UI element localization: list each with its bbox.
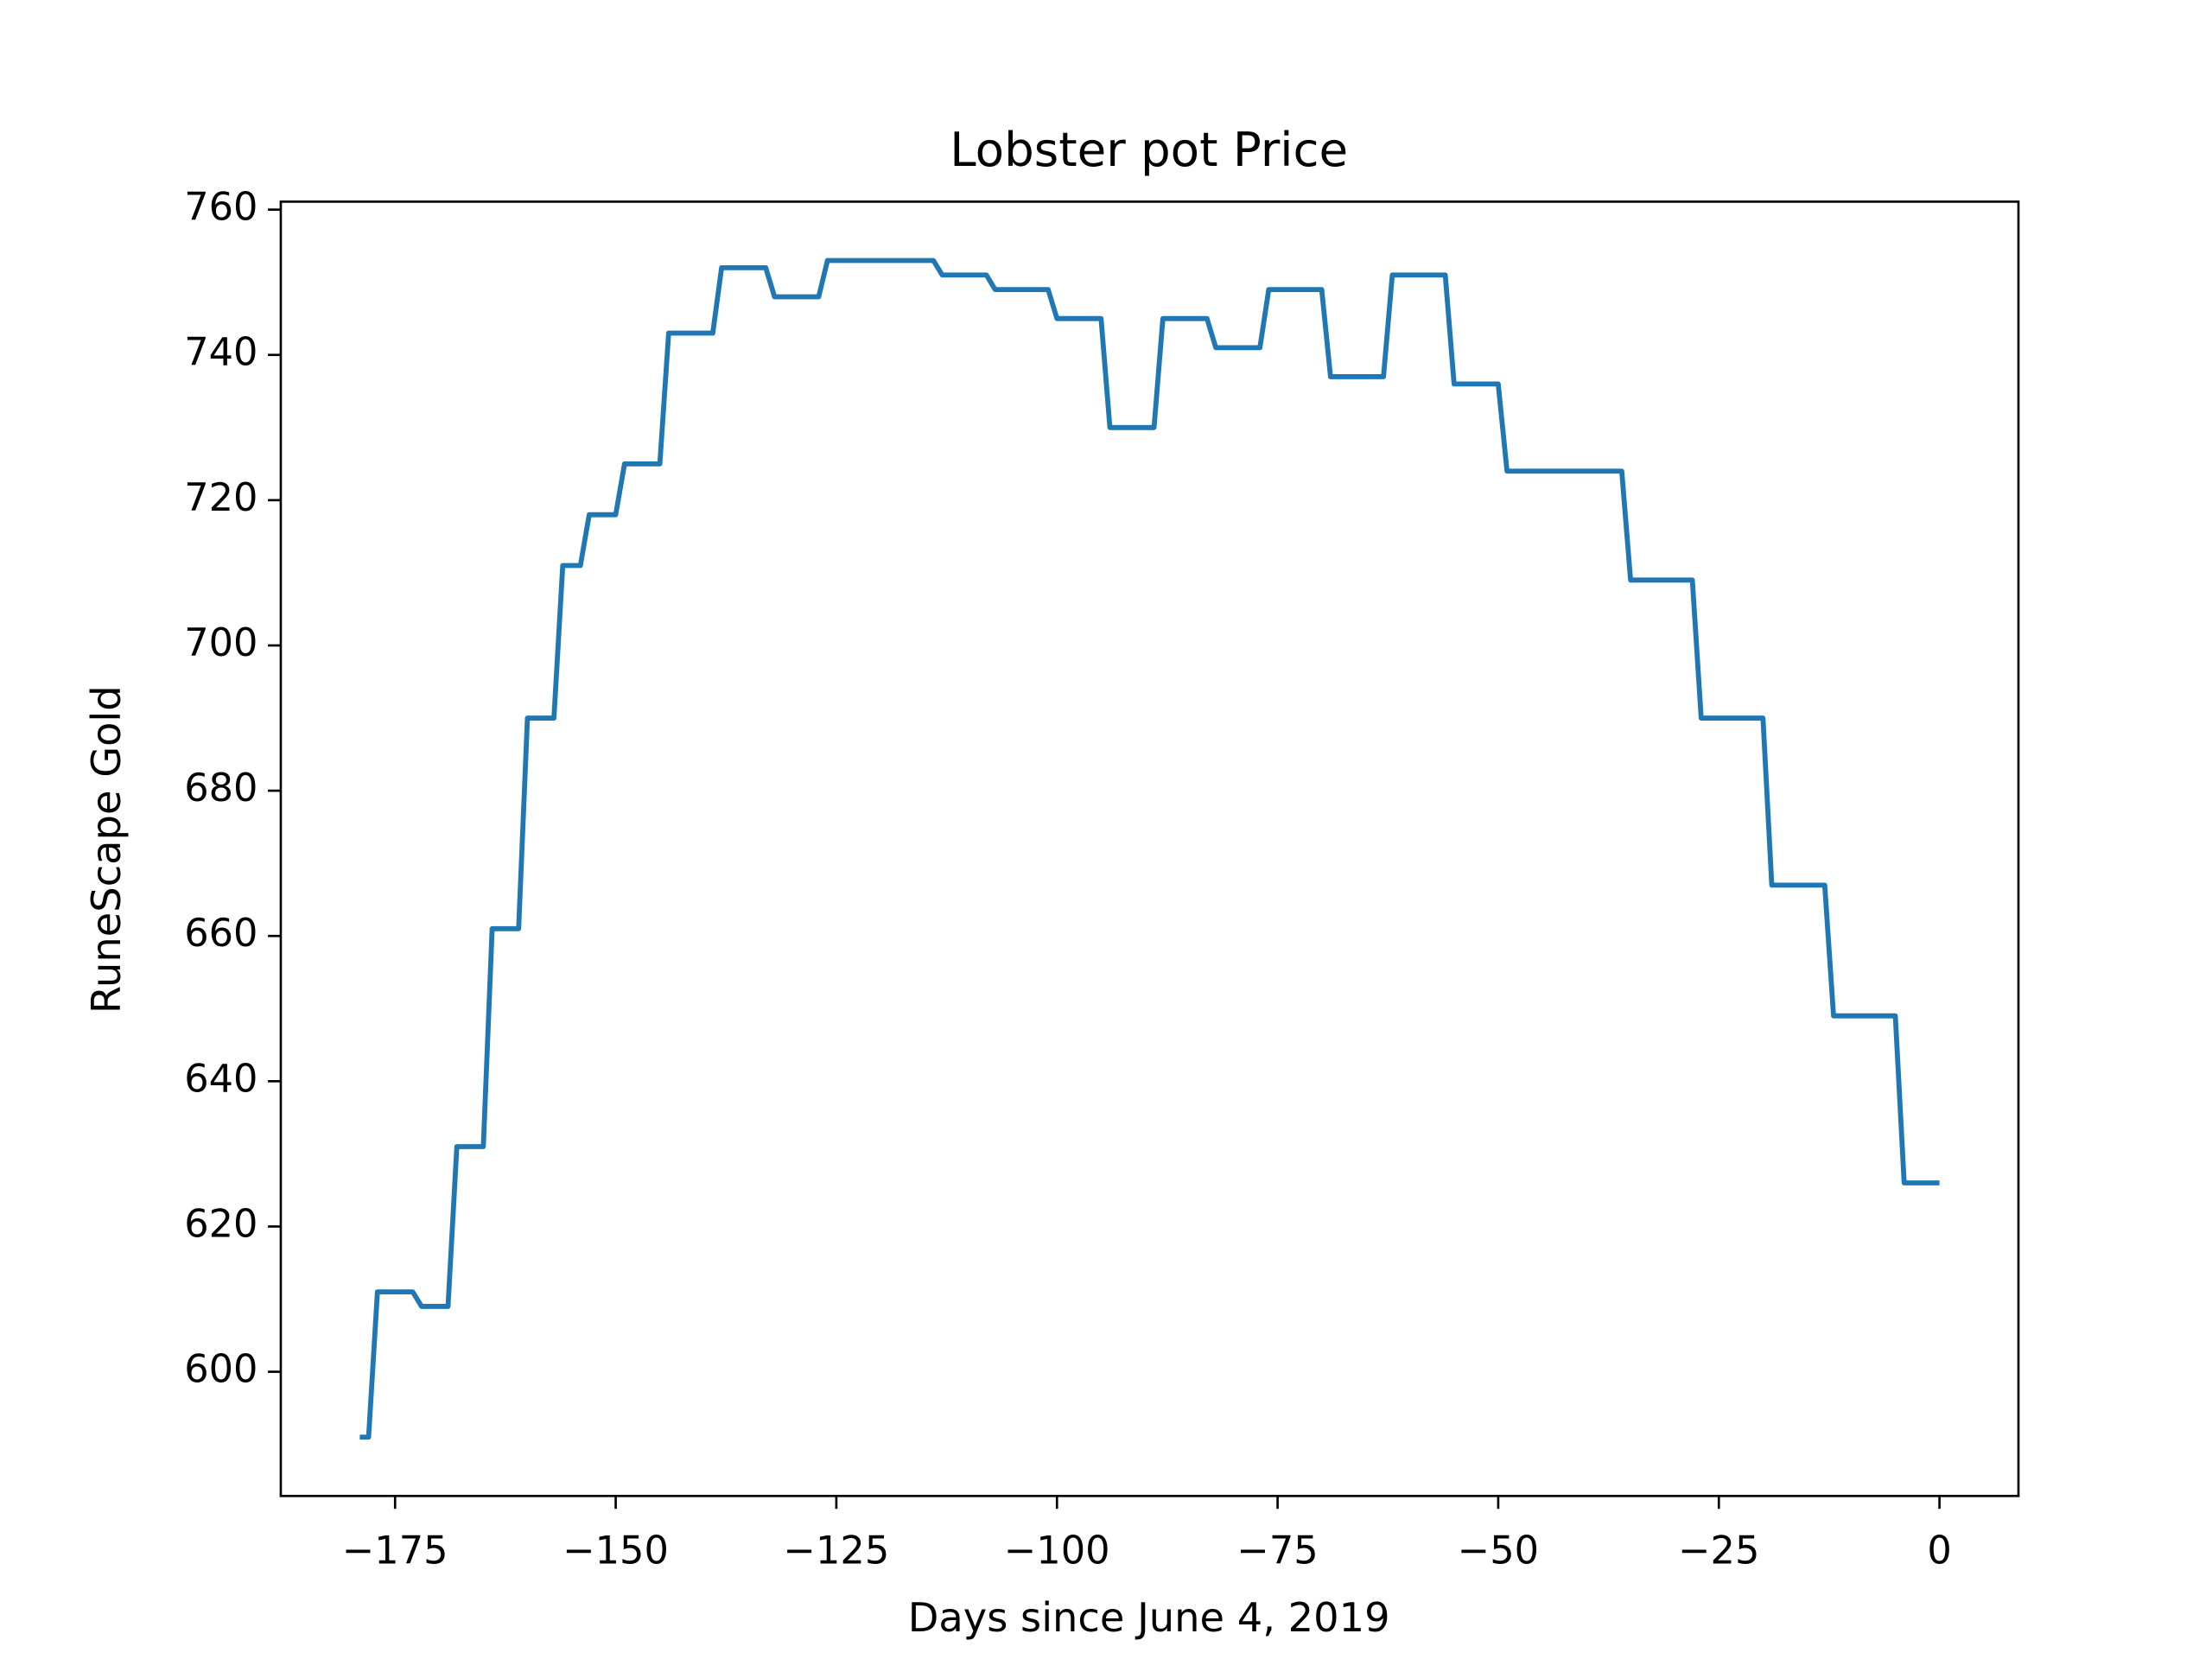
y-tick-label: 720 [184,475,257,520]
x-tick-label: −75 [1236,1529,1318,1573]
x-tick-label: 0 [1927,1529,1951,1573]
y-tick-label: 640 [184,1056,257,1101]
x-axis-label: Days since June 4, 2019 [908,1594,1390,1641]
x-tick-label: −100 [1004,1529,1110,1573]
y-tick-label: 620 [184,1201,257,1246]
chart-title: Lobster pot Price [950,122,1348,177]
x-tick-label: −125 [784,1529,890,1573]
y-tick-label: 680 [184,766,257,810]
x-tick-label: −175 [342,1529,448,1573]
data-line [359,257,1940,1440]
y-axis-label: RuneScape Gold [83,685,130,1014]
y-tick-label: 740 [184,330,257,375]
y-tick-label: 760 [184,185,257,230]
x-tick-label: −50 [1458,1529,1539,1573]
y-tick-label: 660 [184,911,257,956]
x-tick-label: −25 [1678,1529,1759,1573]
plot-frame [279,200,2020,1497]
x-tick-label: −150 [563,1529,669,1573]
y-tick-label: 600 [184,1347,257,1392]
y-tick-label: 700 [184,620,257,665]
